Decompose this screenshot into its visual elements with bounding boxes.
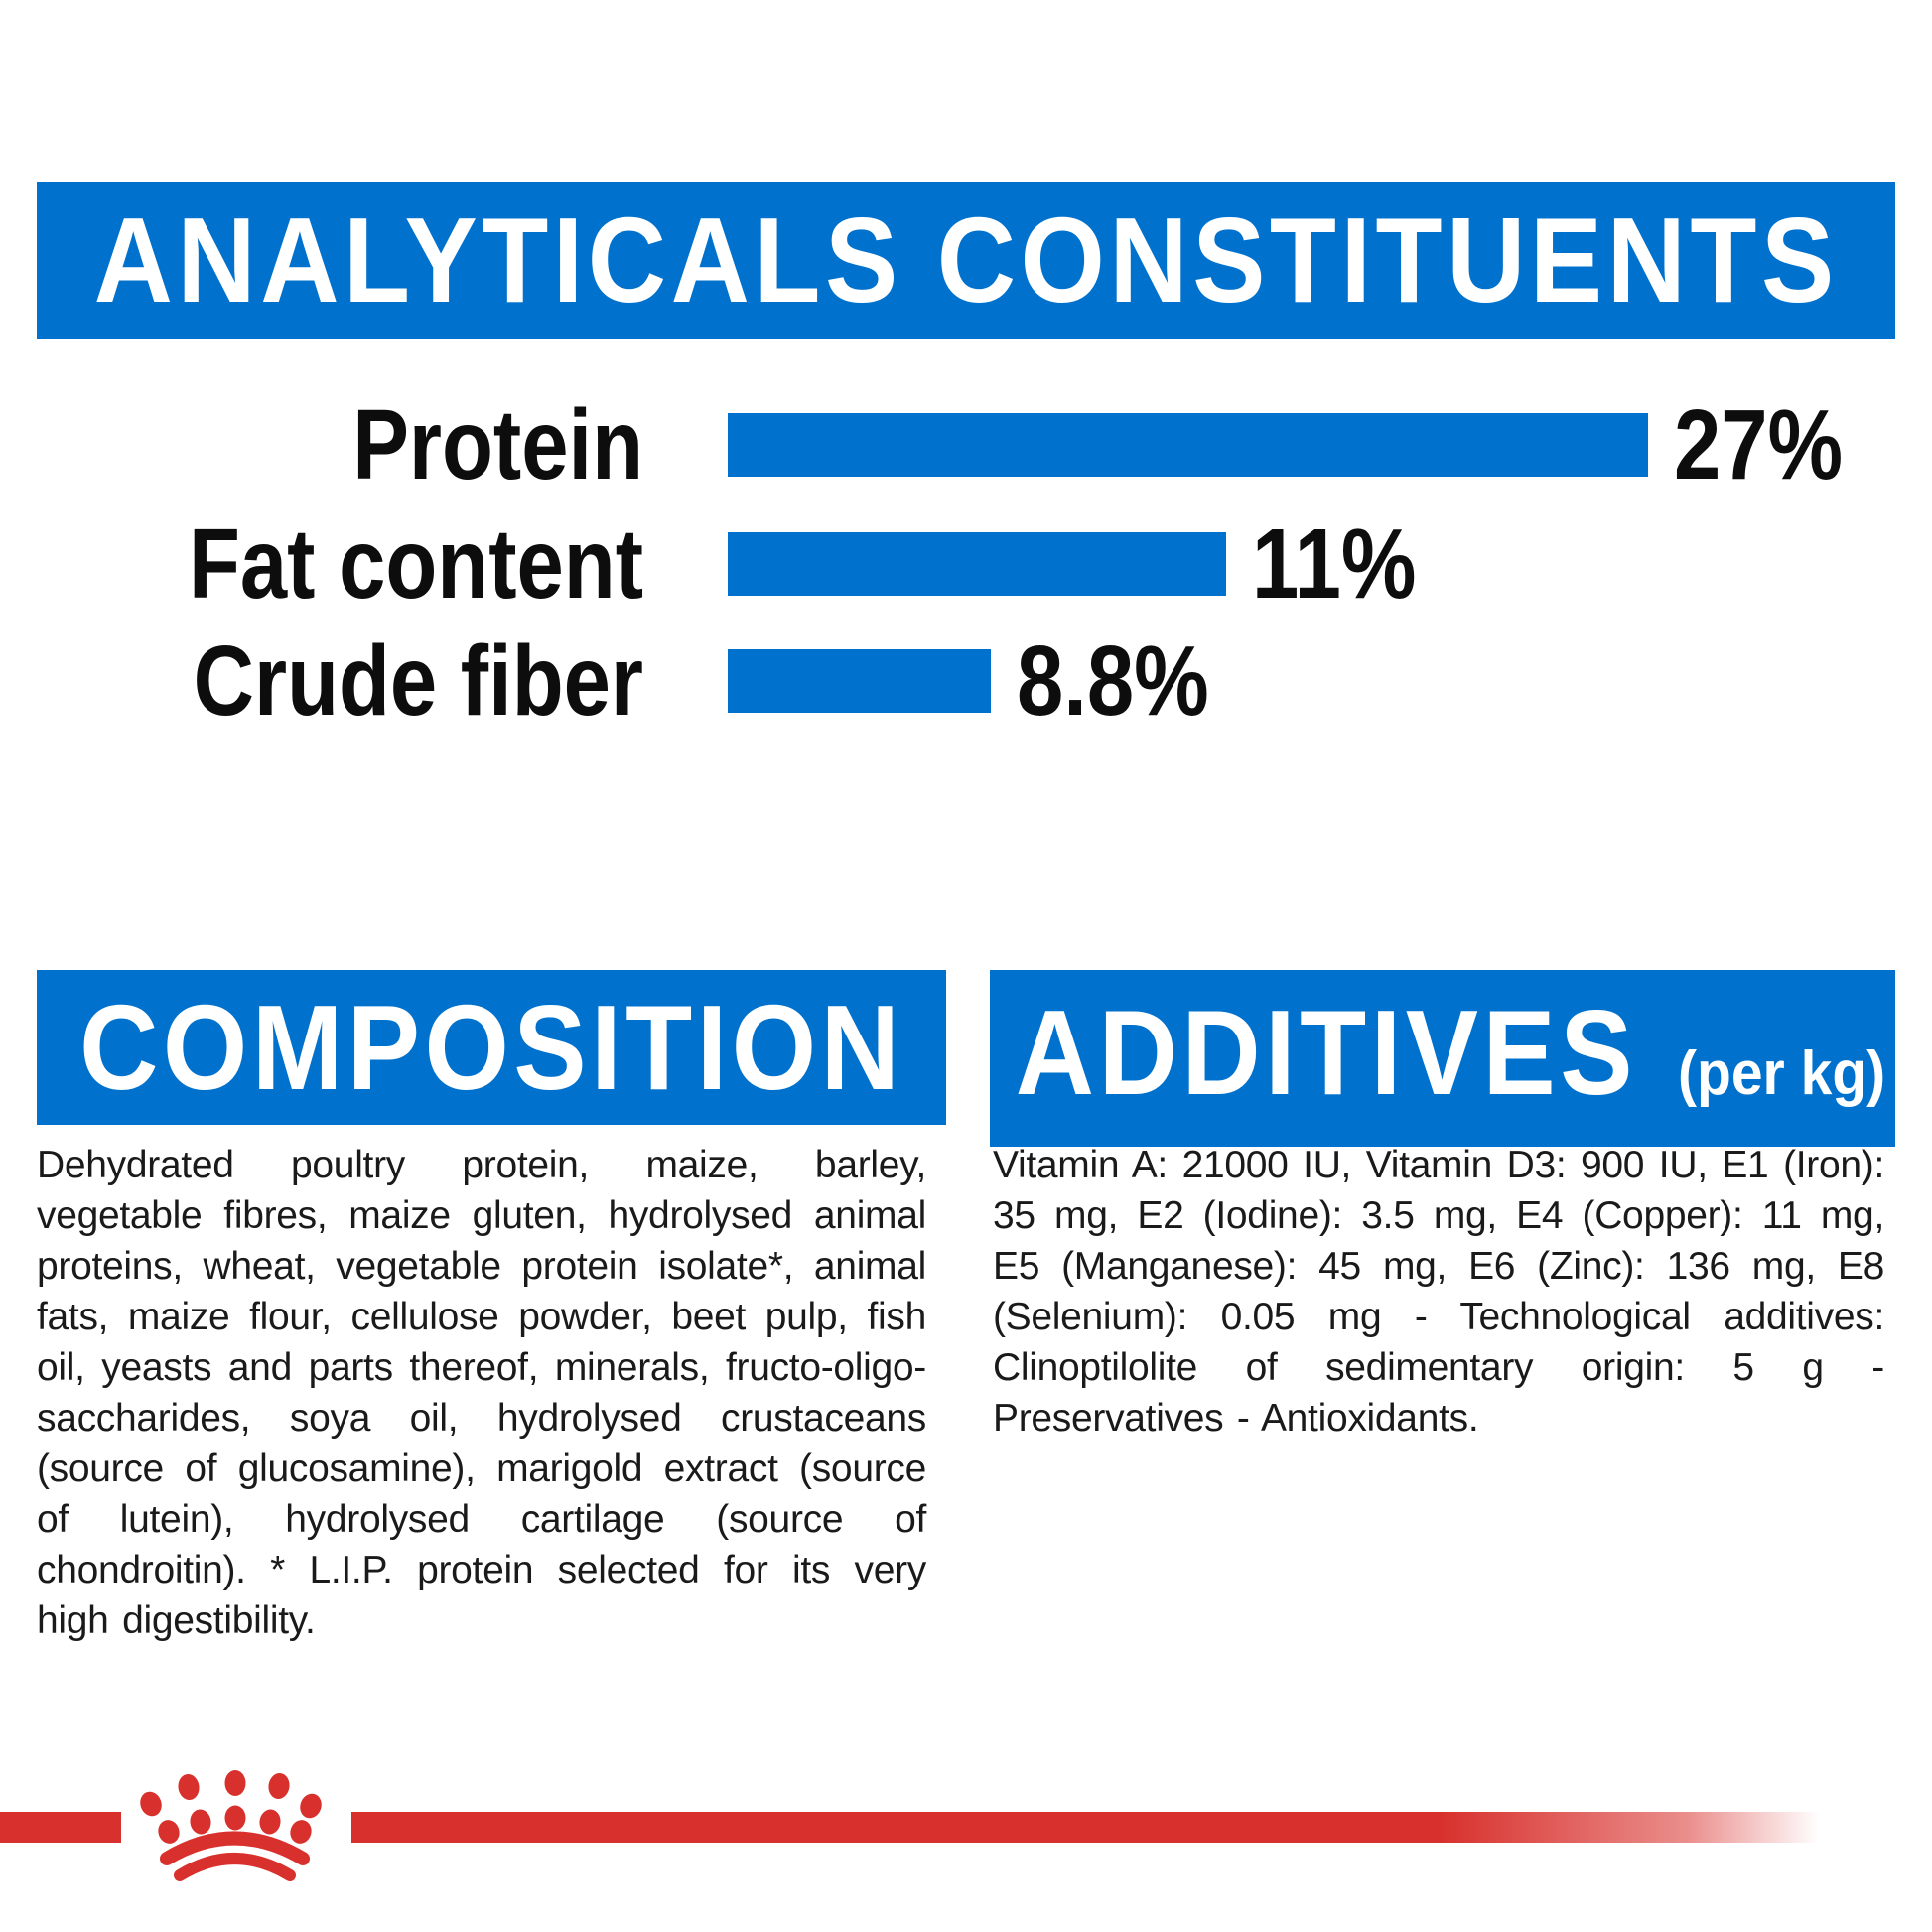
crude-fiber-bar [728,649,991,713]
crude-fiber-value: 8.8% [1017,625,1209,737]
chart-row-crude-fiber: Crude fiber 8.8% [0,631,1932,731]
analyticals-banner: ANALYTICALS CONSTITUENTS [37,182,1895,339]
fat-content-label: Fat content [188,508,643,620]
additives-banner: ADDITIVES (per kg) [990,970,1895,1147]
chart-row-fat-content: Fat content 11% [0,514,1932,614]
additives-per-kg-label: (per kg) [1678,1039,1886,1108]
composition-body: Dehydrated poultry protein, maize, barle… [37,1144,926,1642]
protein-value: 27% [1674,389,1844,500]
fat-content-value: 11% [1252,508,1417,620]
analyticals-title: ANALYTICALS CONSTITUENTS [93,193,1839,328]
additives-title: ADDITIVES [1016,985,1638,1120]
additives-title-group: ADDITIVES (per kg) [981,992,1903,1113]
additives-body: Vitamin A: 21000 IU, Vitamin D3: 900 IU,… [993,1144,1884,1440]
composition-title: COMPOSITION [78,980,904,1115]
composition-banner: COMPOSITION [37,970,946,1125]
protein-label: Protein [352,389,643,500]
protein-bar [728,413,1648,477]
crude-fiber-label: Crude fiber [193,625,643,737]
fat-content-bar [728,532,1226,596]
royal-canin-crown-paw-icon [140,1770,322,1881]
chart-row-protein: Protein 27% [0,395,1932,494]
